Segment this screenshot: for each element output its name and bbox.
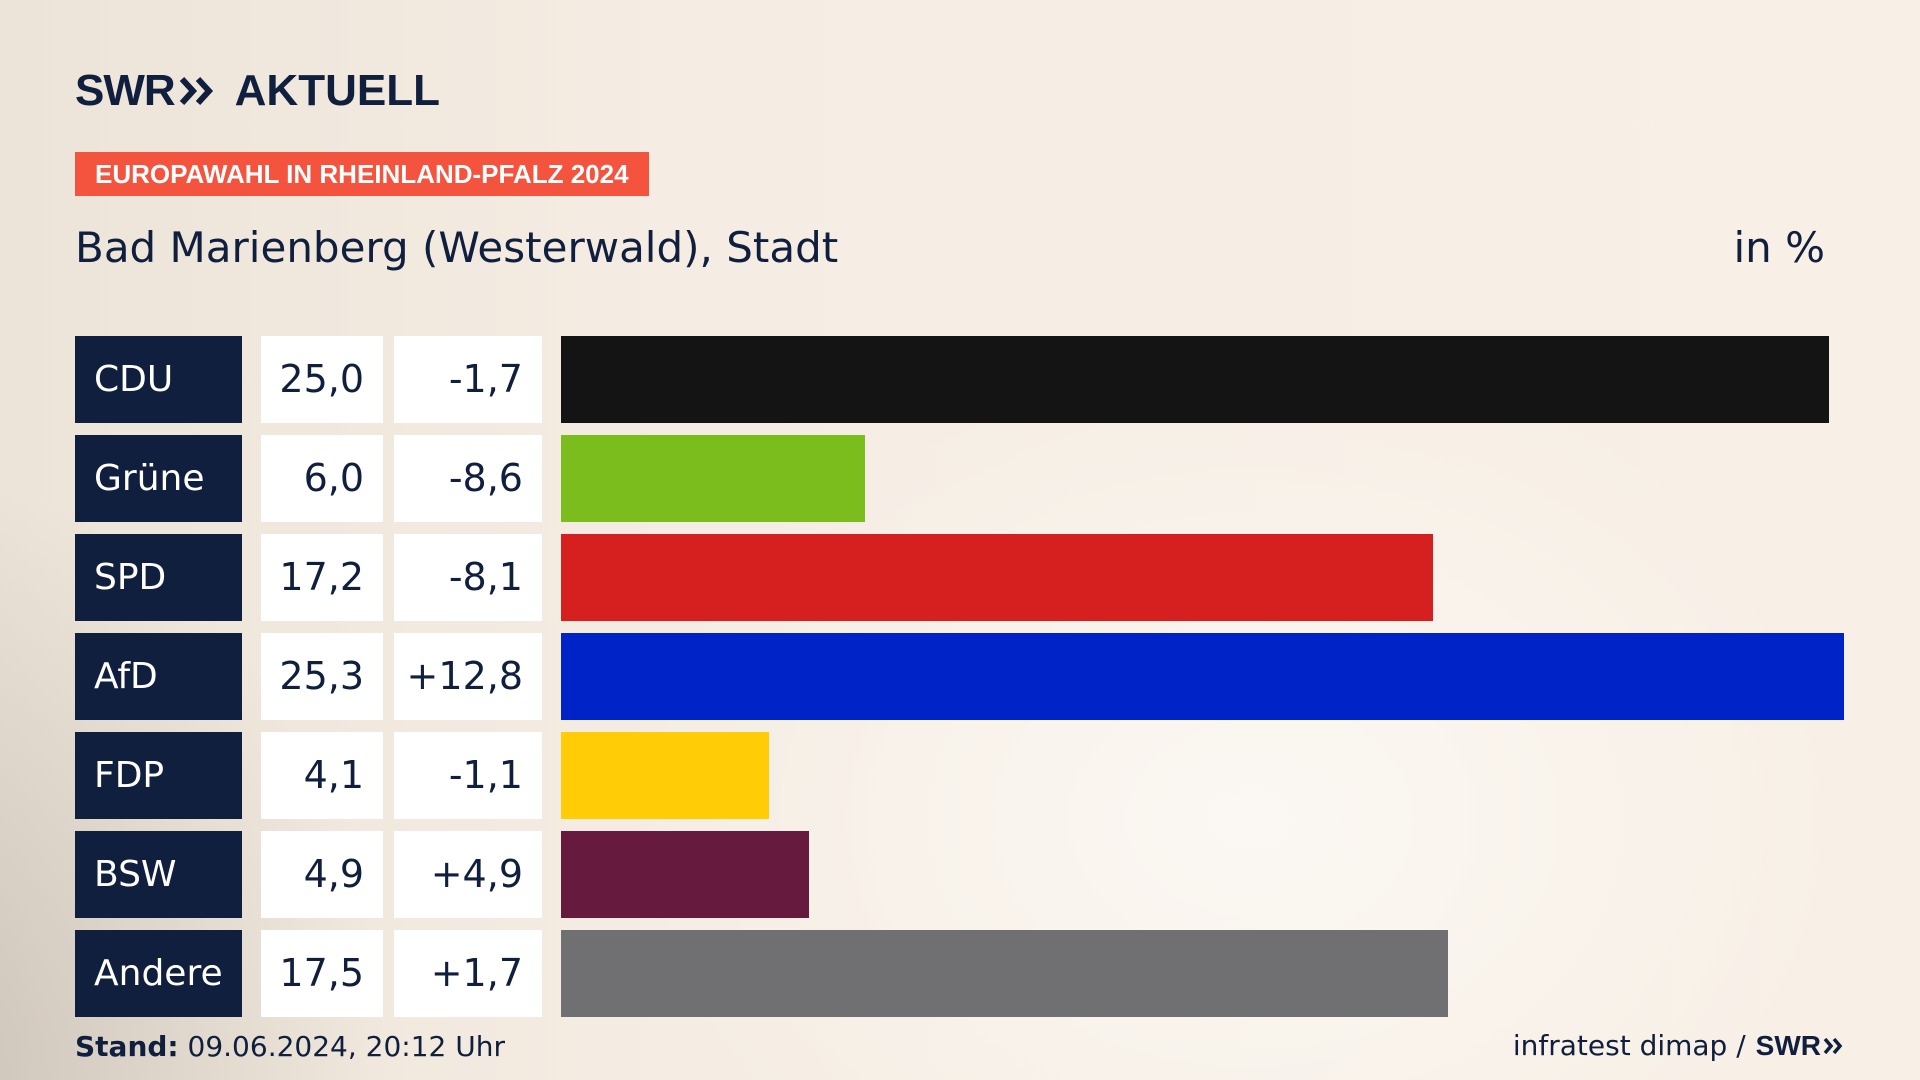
aktuell-logo-text: AKTUELL <box>234 66 440 115</box>
source-credit: infratest dimap / SWR <box>1513 1028 1845 1064</box>
vote-share-value: 25,3 <box>261 633 383 720</box>
party-label: BSW <box>75 831 242 918</box>
footer-swr-logo: SWR <box>1756 1028 1845 1064</box>
double-chevron-icon <box>179 76 213 106</box>
footer-swr-text: SWR <box>1755 1030 1821 1061</box>
result-row: BSW 4,9 +4,9 <box>0 831 1920 918</box>
result-row: SPD 17,2 -8,1 <box>0 534 1920 621</box>
vote-share-value: 4,1 <box>261 732 383 819</box>
vote-share-value: 25,0 <box>261 336 383 423</box>
party-label: CDU <box>75 336 242 423</box>
change-value: +4,9 <box>394 831 542 918</box>
vote-share-value: 17,2 <box>261 534 383 621</box>
party-label: AfD <box>75 633 242 720</box>
change-value: -8,6 <box>394 435 542 522</box>
party-label: SPD <box>75 534 242 621</box>
vote-share-value: 4,9 <box>261 831 383 918</box>
party-label: Andere <box>75 930 242 1017</box>
election-banner: EUROPAWAHL IN RHEINLAND-PFALZ 2024 <box>75 152 649 196</box>
page-title: Bad Marienberg (Westerwald), Stadt <box>75 223 839 272</box>
vote-share-value: 6,0 <box>261 435 383 522</box>
footer-double-chevron-icon <box>1823 1037 1843 1055</box>
bar-andere <box>561 930 1448 1017</box>
swr-aktuell-logo: SWR AKTUELL <box>75 66 440 116</box>
bar-spd <box>561 534 1433 621</box>
change-value: +12,8 <box>394 633 542 720</box>
result-row: Andere 17,5 +1,7 <box>0 930 1920 1017</box>
bar-gr-ne <box>561 435 865 522</box>
vote-share-value: 17,5 <box>261 930 383 1017</box>
party-label: FDP <box>75 732 242 819</box>
result-row: AfD 25,3 +12,8 <box>0 633 1920 720</box>
change-value: -1,7 <box>394 336 542 423</box>
bar-afd <box>561 633 1844 720</box>
bar-cdu <box>561 336 1829 423</box>
result-row: FDP 4,1 -1,1 <box>0 732 1920 819</box>
result-row: Grüne 6,0 -8,6 <box>0 435 1920 522</box>
party-label: Grüne <box>75 435 242 522</box>
change-value: +1,7 <box>394 930 542 1017</box>
swr-logo: SWR <box>75 66 217 116</box>
timestamp-label: Stand: <box>75 1030 179 1063</box>
source-text: infratest dimap / <box>1512 1029 1746 1062</box>
result-row: CDU 25,0 -1,7 <box>0 336 1920 423</box>
bar-fdp <box>561 732 769 819</box>
timestamp-value: 09.06.2024, 20:12 Uhr <box>187 1030 505 1063</box>
bar-bsw <box>561 831 809 918</box>
swr-logo-text: SWR <box>75 66 176 115</box>
unit-label: in % <box>1733 223 1825 272</box>
change-value: -8,1 <box>394 534 542 621</box>
change-value: -1,1 <box>394 732 542 819</box>
timestamp: Stand: 09.06.2024, 20:12 Uhr <box>75 1030 505 1064</box>
